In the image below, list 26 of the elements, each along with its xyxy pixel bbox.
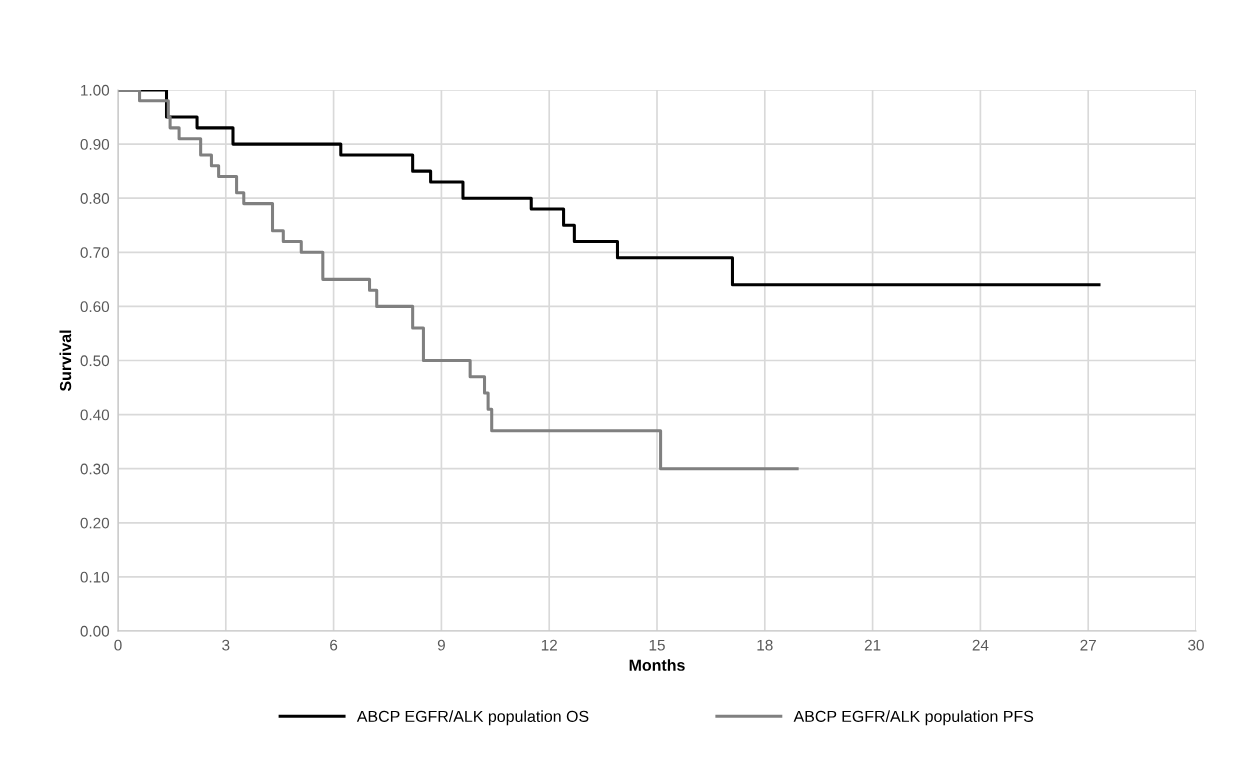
x-tick-label: 15 bbox=[649, 639, 665, 651]
y-tick-label: 1.00 bbox=[81, 84, 110, 96]
y-tick-label: 0.00 bbox=[80, 625, 110, 637]
x-tick-label: 24 bbox=[972, 639, 989, 651]
x-tick-label: 3 bbox=[222, 639, 230, 651]
y-tick-label: 0.20 bbox=[80, 517, 110, 529]
y-tick-label: 0.60 bbox=[80, 301, 110, 313]
x-tick-label: 12 bbox=[541, 639, 557, 651]
y-tick-label: 0.30 bbox=[80, 463, 110, 475]
x-tick-label: 9 bbox=[437, 639, 445, 651]
x-tick-label: 6 bbox=[330, 639, 338, 651]
x-tick-label: 21 bbox=[864, 639, 881, 651]
x-tick-label: 30 bbox=[1188, 639, 1204, 651]
y-axis-title: Survival bbox=[59, 330, 72, 392]
x-tick-label: 0 bbox=[114, 639, 122, 651]
y-tick-label: 0.40 bbox=[80, 409, 110, 421]
legend-label: ABCP EGFR/ALK population OS bbox=[356, 710, 589, 726]
y-tick-label: 0.10 bbox=[80, 571, 110, 583]
y-tick-label: 0.50 bbox=[80, 355, 110, 367]
y-tick-label: 0.90 bbox=[80, 138, 110, 150]
legend-label: ABCP EGFR/ALK population PFS bbox=[793, 710, 1034, 726]
y-tick-label: 0.80 bbox=[80, 193, 110, 204]
x-tick-label: 27 bbox=[1080, 639, 1096, 651]
y-tick-label: 0.70 bbox=[80, 247, 110, 258]
x-axis-title: Months bbox=[629, 659, 685, 671]
x-tick-label: 18 bbox=[757, 639, 773, 651]
